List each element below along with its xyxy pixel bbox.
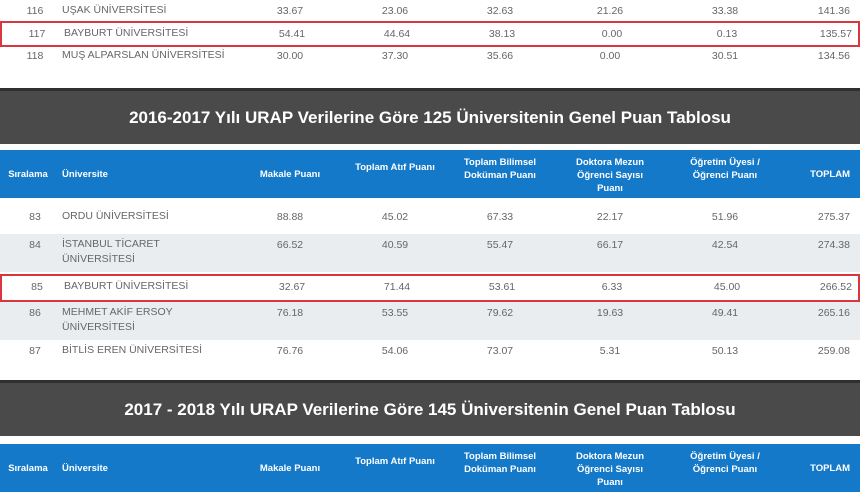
score-cell: 30.00 <box>276 50 304 62</box>
table-row: 86 MEHMET AKİF ERSOY ÜNİVERSİTESİ 76.18 53.… <box>0 302 860 340</box>
column-header: Doktora Mezun Öğrenci Sayısı Puanı <box>575 157 645 194</box>
university-name-cell: BAYBURT ÜNİVERSİTESİ <box>64 27 189 39</box>
score-cell: 71.44 <box>383 281 411 293</box>
column-header: Toplam Atıf Puanı <box>355 456 435 467</box>
table-row: 118 MUŞ ALPARSLAN ÜNİVERSİTESİ 30.00 37.30 3… <box>0 45 860 85</box>
table-row: 83 ORDU ÜNİVERSİTESİ 88.88 45.02 67.33 22.17 5… <box>0 206 860 232</box>
score-cell: 45.00 <box>713 281 741 293</box>
score-cell: 37.30 <box>381 50 409 62</box>
column-header: Sıralama <box>8 169 48 180</box>
score-cell: 42.54 <box>711 239 739 251</box>
score-cell: 35.66 <box>486 50 514 62</box>
table-row: 87 BİTLİS EREN ÜNİVERSİTESİ 76.76 54.06 73.0… <box>0 340 860 370</box>
score-cell: 40.59 <box>381 239 409 251</box>
score-cell: 79.62 <box>486 307 514 319</box>
table-row-highlighted: 117 BAYBURT ÜNİVERSİTESİ 54.41 44.64 38.13 0.… <box>0 21 860 47</box>
score-cell: 53.61 <box>488 281 516 293</box>
score-cell: 23.06 <box>381 5 409 17</box>
university-name-cell: MEHMET AKİF ERSOY ÜNİVERSİTESİ <box>62 306 173 333</box>
score-cell: 141.36 <box>817 5 850 17</box>
rank-cell: 116 <box>26 5 44 17</box>
score-cell: 30.51 <box>711 50 739 62</box>
score-cell: 134.56 <box>817 50 850 62</box>
rank-cell: 118 <box>26 50 44 62</box>
section-title-2017-2018: 2017 - 2018 Yılı URAP Verilerine Göre 14… <box>0 380 860 436</box>
column-header: Makale Puanı <box>259 169 321 180</box>
score-cell: 266.52 <box>819 281 852 293</box>
table-header: Sıralama Üniversite Makale Puanı Toplam Atı… <box>0 150 860 198</box>
table-header: Sıralama Üniversite Makale Puanı Toplam Atı… <box>0 444 860 492</box>
score-cell: 6.33 <box>601 281 623 293</box>
score-cell: 45.02 <box>381 211 409 223</box>
score-cell: 66.17 <box>596 239 624 251</box>
score-cell: 22.17 <box>596 211 624 223</box>
column-header: TOPLAM <box>810 169 850 180</box>
column-header: Toplam Bilimsel Doküman Puanı <box>463 451 537 475</box>
score-cell: 88.88 <box>276 211 304 223</box>
university-name-cell: ORDU ÜNİVERSİTESİ <box>62 210 169 222</box>
rank-cell: 86 <box>29 307 41 319</box>
score-cell: 0.00 <box>599 50 621 62</box>
score-cell: 21.26 <box>596 5 624 17</box>
score-cell: 53.55 <box>381 307 409 319</box>
score-cell: 38.13 <box>488 28 516 40</box>
column-header: Öğretim Üyesi / Öğrenci Puanı <box>690 157 760 181</box>
university-name-cell: UŞAK ÜNİVERSİTESİ <box>62 4 167 16</box>
score-cell: 55.47 <box>486 239 514 251</box>
score-cell: 44.64 <box>383 28 411 40</box>
score-cell: 66.52 <box>276 239 304 251</box>
score-cell: 32.67 <box>278 281 306 293</box>
rank-cell: 85 <box>31 281 43 293</box>
score-cell: 265.16 <box>817 307 850 319</box>
score-cell: 275.37 <box>817 211 850 223</box>
column-header: Öğretim Üyesi / Öğrenci Puanı <box>690 451 760 475</box>
rank-cell: 84 <box>29 239 41 251</box>
rank-cell: 87 <box>29 345 41 357</box>
table-row-highlighted: 85 BAYBURT ÜNİVERSİTESİ 32.67 71.44 53.61 6.3… <box>0 274 860 302</box>
university-name-cell: BAYBURT ÜNİVERSİTESİ <box>64 280 189 292</box>
score-cell: 76.18 <box>276 307 304 319</box>
rank-cell: 83 <box>29 211 41 223</box>
score-cell: 51.96 <box>711 211 739 223</box>
score-cell: 76.76 <box>276 345 304 357</box>
score-cell: 274.38 <box>817 239 850 251</box>
score-cell: 135.57 <box>819 28 852 40</box>
column-header: Toplam Atıf Puanı <box>355 162 435 173</box>
rank-cell: 117 <box>28 28 46 40</box>
score-cell: 33.38 <box>711 5 739 17</box>
score-cell: 5.31 <box>599 345 621 357</box>
column-header: Üniversite <box>62 463 108 474</box>
score-cell: 49.41 <box>711 307 739 319</box>
university-name-cell: BİTLİS EREN ÜNİVERSİTESİ <box>62 344 203 356</box>
column-header: Doktora Mezun Öğrenci Sayısı Puanı <box>575 451 645 488</box>
score-cell: 50.13 <box>711 345 739 357</box>
score-cell: 0.13 <box>716 28 738 40</box>
column-header: Üniversite <box>62 169 108 180</box>
score-cell: 259.08 <box>817 345 850 357</box>
table-row: 84 İSTANBUL TİCARET ÜNİVERSİTESİ 66.52 40.5… <box>0 234 860 272</box>
score-cell: 73.07 <box>486 345 514 357</box>
score-cell: 54.41 <box>278 28 306 40</box>
score-cell: 32.63 <box>486 5 514 17</box>
score-cell: 0.00 <box>601 28 623 40</box>
score-cell: 33.67 <box>276 5 304 17</box>
university-name-cell: MUŞ ALPARSLAN ÜNİVERSİTESİ <box>62 49 225 61</box>
column-header: Sıralama <box>8 463 48 474</box>
column-header: Toplam Bilimsel Doküman Puanı <box>463 157 537 181</box>
column-header: Makale Puanı <box>259 463 321 474</box>
column-header: TOPLAM <box>810 463 850 474</box>
score-cell: 67.33 <box>486 211 514 223</box>
section-title-2016-2017: 2016-2017 Yılı URAP Verilerine Göre 125 … <box>0 88 860 144</box>
university-name-cell: İSTANBUL TİCARET ÜNİVERSİTESİ <box>62 238 160 265</box>
score-cell: 19.63 <box>596 307 624 319</box>
table-row: 116 UŞAK ÜNİVERSİTESİ 33.67 23.06 32.63 21.26… <box>0 0 860 20</box>
score-cell: 54.06 <box>381 345 409 357</box>
